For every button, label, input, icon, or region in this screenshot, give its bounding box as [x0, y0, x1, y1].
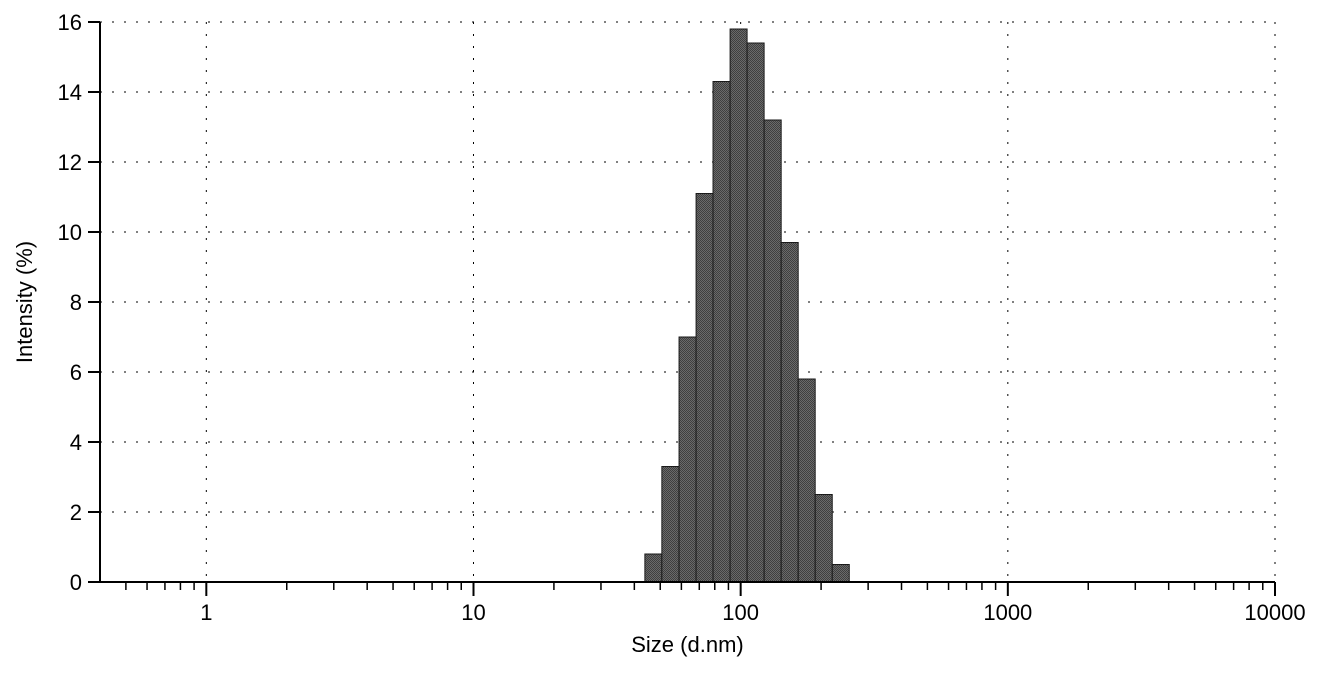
- histogram-bar: [798, 379, 815, 582]
- x-tick-label: 1000: [983, 600, 1032, 625]
- histogram-bar: [696, 194, 713, 583]
- y-tick-label: 12: [58, 150, 82, 175]
- y-tick-label: 2: [70, 500, 82, 525]
- histogram-bar: [730, 29, 747, 582]
- y-tick-label: 8: [70, 290, 82, 315]
- x-tick-label: 10000: [1244, 600, 1305, 625]
- x-tick-label: 100: [722, 600, 759, 625]
- y-tick-label: 10: [58, 220, 82, 245]
- histogram-bar: [747, 43, 764, 582]
- histogram-bar: [679, 337, 696, 582]
- histogram-bar: [781, 243, 798, 583]
- y-tick-label: 6: [70, 360, 82, 385]
- x-tick-label: 10: [461, 600, 485, 625]
- histogram-bar: [764, 120, 781, 582]
- y-tick-label: 14: [58, 80, 82, 105]
- histogram-bar: [662, 467, 679, 583]
- histogram-bar: [832, 565, 849, 583]
- y-tick-label: 4: [70, 430, 82, 455]
- histogram-chart: 0 2 4 6 8 10 12 14 16 1 10 100 1000 10000 Size (d.nm) I…: [0, 0, 1317, 680]
- y-tick-label: 0: [70, 570, 82, 595]
- y-tick-label: 16: [58, 10, 82, 35]
- y-axis-label: Intensity (%): [12, 241, 37, 363]
- chart-container: 0 2 4 6 8 10 12 14 16 1 10 100 1000 10000 Size (d.nm) I…: [0, 0, 1317, 680]
- x-tick-label: 1: [200, 600, 212, 625]
- histogram-bar: [815, 495, 832, 583]
- histogram-bar: [645, 554, 662, 582]
- histogram-bar: [713, 82, 730, 583]
- x-axis-label: Size (d.nm): [631, 632, 743, 657]
